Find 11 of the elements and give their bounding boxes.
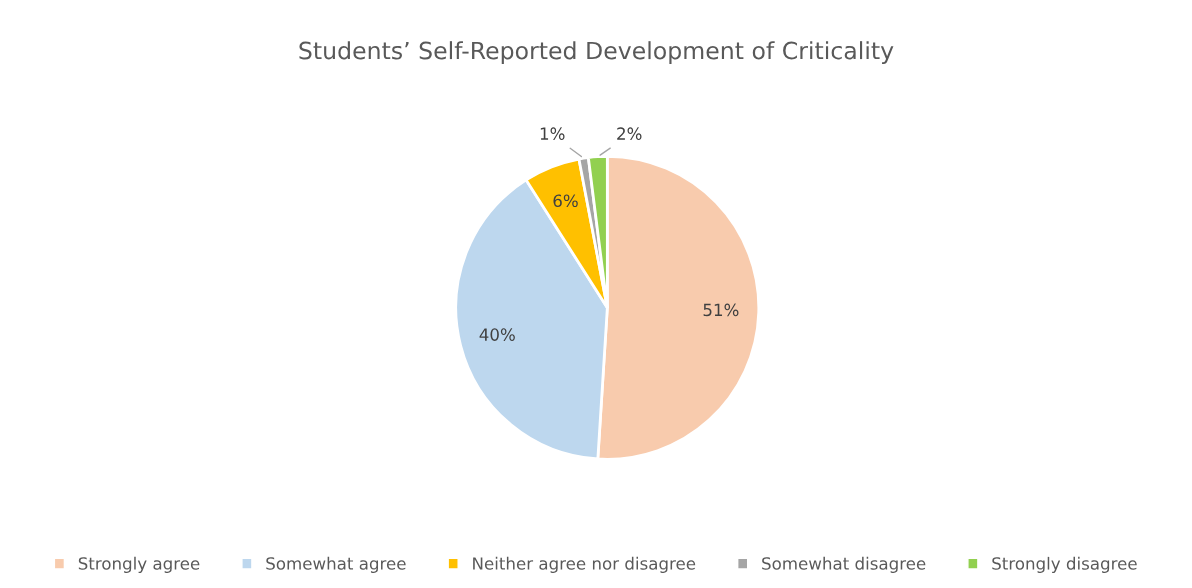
data-label: 1% — [540, 127, 565, 140]
legend-label: Somewhat agree — [266, 556, 406, 573]
data-label: 6% — [553, 194, 578, 208]
legend-label: Strongly agree — [78, 556, 200, 573]
data-label: 51% — [703, 303, 739, 317]
data-label: 2% — [617, 127, 642, 140]
data-label: 40% — [479, 328, 515, 341]
legend-label: Strongly disagree — [992, 556, 1137, 573]
chart-title: Students’ Self-Reported Development of Criticality — [299, 41, 894, 65]
legend-label: Somewhat disagree — [762, 556, 926, 573]
legend-label: Neither agree nor disagree — [473, 556, 696, 573]
